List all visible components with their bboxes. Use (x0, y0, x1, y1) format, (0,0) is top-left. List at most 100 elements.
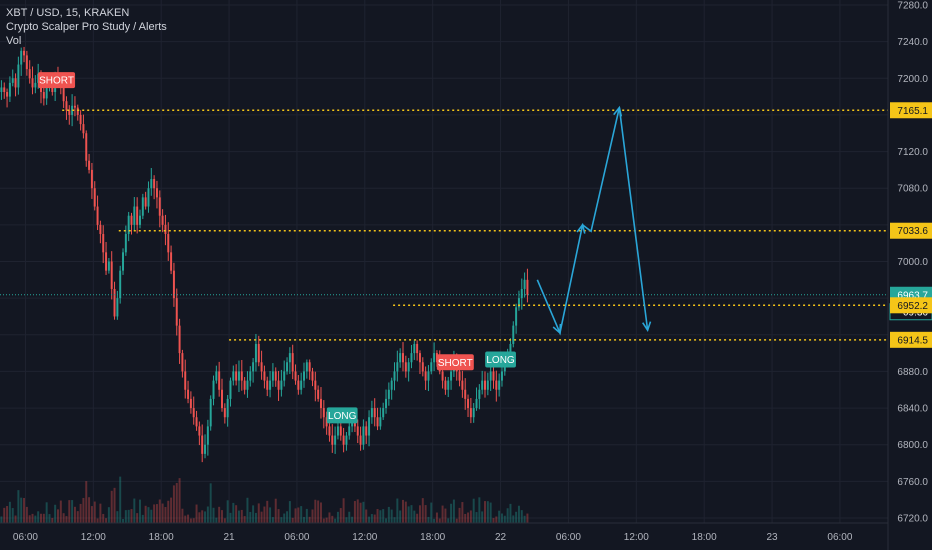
candle-body (138, 215, 141, 225)
candle-body (472, 408, 475, 418)
volume-bar (8, 501, 11, 523)
volume-bar (85, 481, 88, 523)
volume-bar (396, 498, 399, 523)
candle-body (184, 371, 187, 390)
price-tick-label: 6800.0 (897, 440, 928, 451)
volume-bar (167, 500, 170, 523)
volume-bar (444, 508, 447, 523)
candle-body (376, 417, 379, 427)
price-axis[interactable]: 6720.0 6760.0 6800.0 6840.0 6880.0 7000.0 7080… (897, 1, 928, 525)
volume-bar (404, 501, 407, 523)
price-tick-label: 6840.0 (897, 404, 928, 415)
candle-body (444, 380, 447, 390)
volume-bar (368, 516, 371, 523)
candle-body (402, 353, 404, 363)
volume-bar (45, 502, 48, 523)
volume-bar (286, 511, 289, 523)
candle-body (62, 87, 65, 102)
volume-bar (515, 511, 518, 523)
candle-body (102, 234, 105, 253)
candle-body (390, 380, 393, 390)
volume-bar (336, 511, 339, 523)
volume-bar (14, 515, 17, 523)
time-axis[interactable]: 06:00 12:00 18:00 21 06:00 12:00 18:00 22 06:00 1… (13, 532, 853, 543)
volume-bar (249, 511, 252, 523)
volume-bar (119, 476, 122, 523)
price-axis-panel[interactable] (888, 0, 932, 550)
volume-bar (105, 518, 108, 523)
volume-bar (421, 498, 424, 523)
candle-body (71, 105, 74, 115)
volume-bar (76, 511, 79, 523)
candle-body (107, 261, 110, 271)
candle-body (124, 234, 127, 253)
volume-bar (277, 509, 280, 523)
volume-bar (170, 497, 173, 523)
candle-body (297, 380, 300, 390)
candle-body (237, 371, 240, 381)
candle-body (421, 362, 424, 372)
study-line[interactable]: Crypto Scalper Pro Study / Alerts (6, 21, 167, 33)
projection-arrowhead (613, 105, 623, 117)
volume-bar (359, 502, 362, 523)
volume-bar (356, 499, 359, 523)
candle-body (240, 371, 243, 381)
candle-body (393, 371, 396, 381)
volume-bar (441, 505, 444, 523)
volume-bar (450, 503, 453, 523)
volume-bar (300, 506, 303, 523)
candle-body (45, 87, 48, 99)
volume-bar (153, 504, 156, 523)
volume-bar (311, 509, 314, 523)
volume-bar (308, 516, 311, 523)
candle-body (387, 389, 390, 399)
time-tick-label: 12:00 (624, 532, 649, 543)
volume-bar (204, 511, 207, 523)
volume-bar (455, 518, 458, 523)
candle-body (286, 362, 289, 372)
volume-bar (164, 507, 167, 523)
volume-bar (96, 518, 99, 523)
volume-bar (221, 510, 223, 523)
candle-body (68, 110, 71, 115)
volume-bar (17, 490, 20, 523)
candle-body (195, 417, 198, 427)
volume-line[interactable]: Vol (6, 35, 22, 47)
candle-body (495, 380, 498, 390)
volume-bar (328, 512, 331, 523)
volume-bar (452, 499, 455, 523)
volume-bar (512, 515, 515, 523)
volume-bar (73, 506, 76, 523)
candle-body (274, 371, 277, 381)
candle-body (119, 270, 122, 299)
candle-body (88, 160, 91, 170)
symbol-line[interactable]: XBT / USD, 15, KRAKEN (6, 7, 130, 19)
candle-body (370, 408, 373, 418)
volume-bar (424, 505, 427, 523)
volume-bar (107, 507, 110, 523)
candle-body (489, 371, 492, 381)
volume-bar (68, 500, 71, 523)
volume-bar (447, 518, 450, 523)
candle-body (336, 426, 339, 436)
candle-body (79, 114, 82, 125)
candle-body (206, 426, 209, 445)
candle-body (31, 78, 34, 88)
candle-body (319, 398, 322, 409)
candle-body (379, 417, 382, 427)
candle-body (153, 179, 156, 189)
long-signal-tag (485, 351, 516, 368)
current-price-label: 6963.7 (897, 290, 928, 301)
candle-body (235, 371, 238, 381)
time-tick-label: 06:00 (284, 532, 309, 543)
candle-body (226, 398, 229, 418)
candle-body (172, 270, 175, 299)
candle-body (178, 325, 181, 354)
candle-body (418, 353, 421, 363)
candle-body (187, 389, 190, 399)
candle-body (105, 252, 108, 271)
short-signal-label: SHORT (438, 358, 473, 369)
volume-bar (246, 497, 249, 523)
